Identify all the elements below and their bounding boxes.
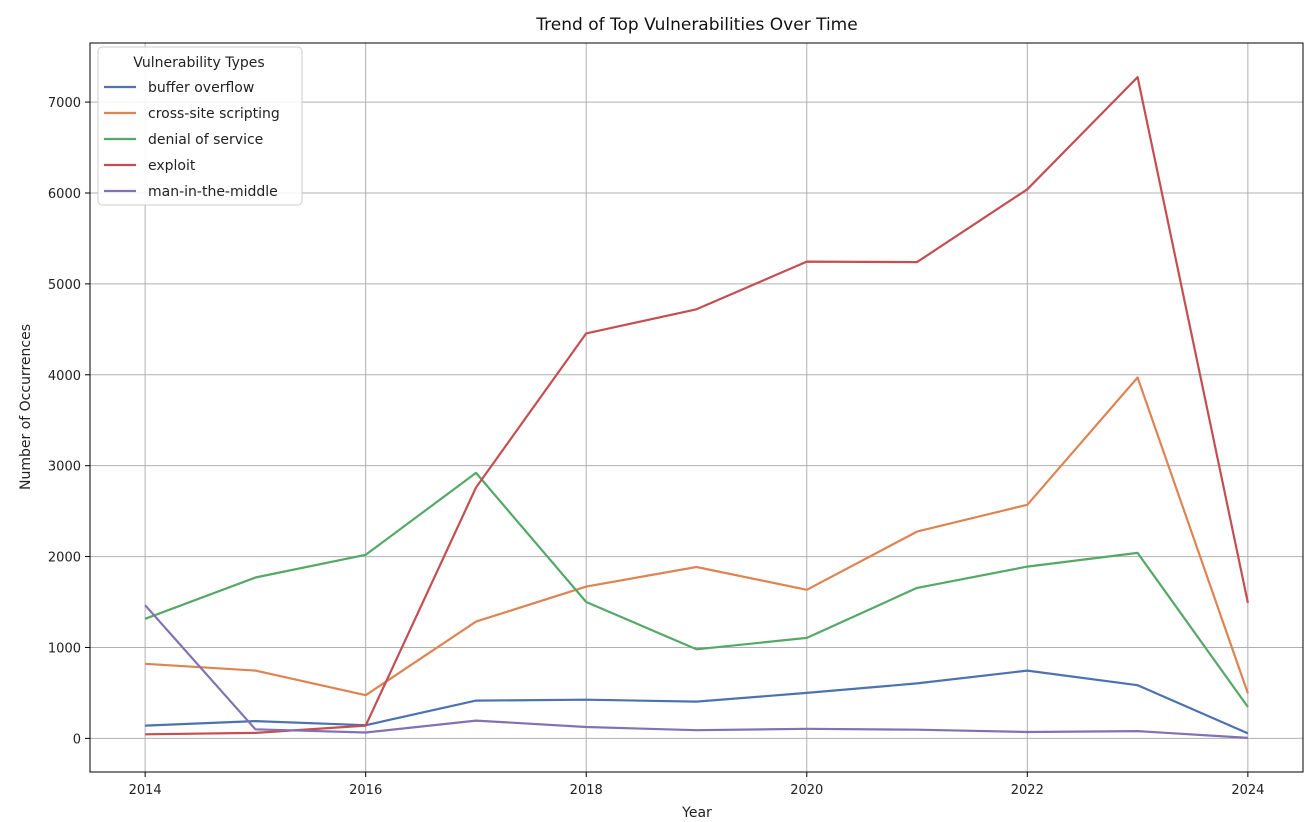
legend-label-man-in-the-middle: man-in-the-middle: [148, 184, 278, 200]
plot-frame: [89, 42, 1304, 773]
x-tick-label: 2024: [1231, 783, 1264, 798]
legend: Vulnerability Types buffer overflow cross…: [97, 46, 303, 206]
series-lines: [144, 75, 1249, 739]
legend-box: [97, 46, 303, 206]
legend-label-exploit: exploit: [148, 158, 196, 174]
y-tick-label: 6000: [48, 187, 81, 202]
chart-title: Trend of Top Vulnerabilities Over Time: [535, 15, 857, 35]
y-tick-label: 1000: [48, 641, 81, 656]
legend-label-denial-of-service: denial of service: [148, 132, 263, 148]
y-axis-ticks: 0 1000 2000 3000 4000 5000 6000 7000: [48, 96, 90, 747]
y-tick-label: 0: [73, 732, 81, 747]
legend-label-buffer-overflow: buffer overflow: [148, 80, 254, 96]
grid-lines: [90, 43, 1303, 772]
legend-title: Vulnerability Types: [133, 55, 264, 71]
x-axis-ticks: 2014 2016 2018 2020 2022 2024: [129, 772, 1264, 798]
series-line-man-in-the-middle: [144, 604, 1248, 739]
y-tick-label: 7000: [48, 96, 81, 111]
x-axis-label: Year: [681, 805, 712, 821]
x-tick-label: 2018: [570, 783, 603, 798]
series-line-exploit: [145, 75, 1249, 736]
x-tick-label: 2020: [790, 783, 823, 798]
y-tick-label: 4000: [48, 369, 81, 384]
y-tick-label: 5000: [48, 278, 81, 293]
x-tick-label: 2022: [1011, 783, 1044, 798]
y-tick-label: 3000: [48, 460, 81, 475]
y-tick-label: 2000: [48, 551, 81, 566]
series-line-buffer-overflow: [145, 669, 1249, 735]
x-tick-label: 2016: [349, 783, 382, 798]
y-axis-label: Number of Occurrences: [18, 324, 34, 490]
series-line-cross-site-scripting: [145, 376, 1249, 697]
legend-items: buffer overflow cross-site scripting denia…: [104, 80, 280, 200]
x-tick-label: 2014: [129, 783, 162, 798]
series-line-denial-of-service: [144, 471, 1249, 708]
legend-label-cross-site-scripting: cross-site scripting: [148, 106, 280, 122]
